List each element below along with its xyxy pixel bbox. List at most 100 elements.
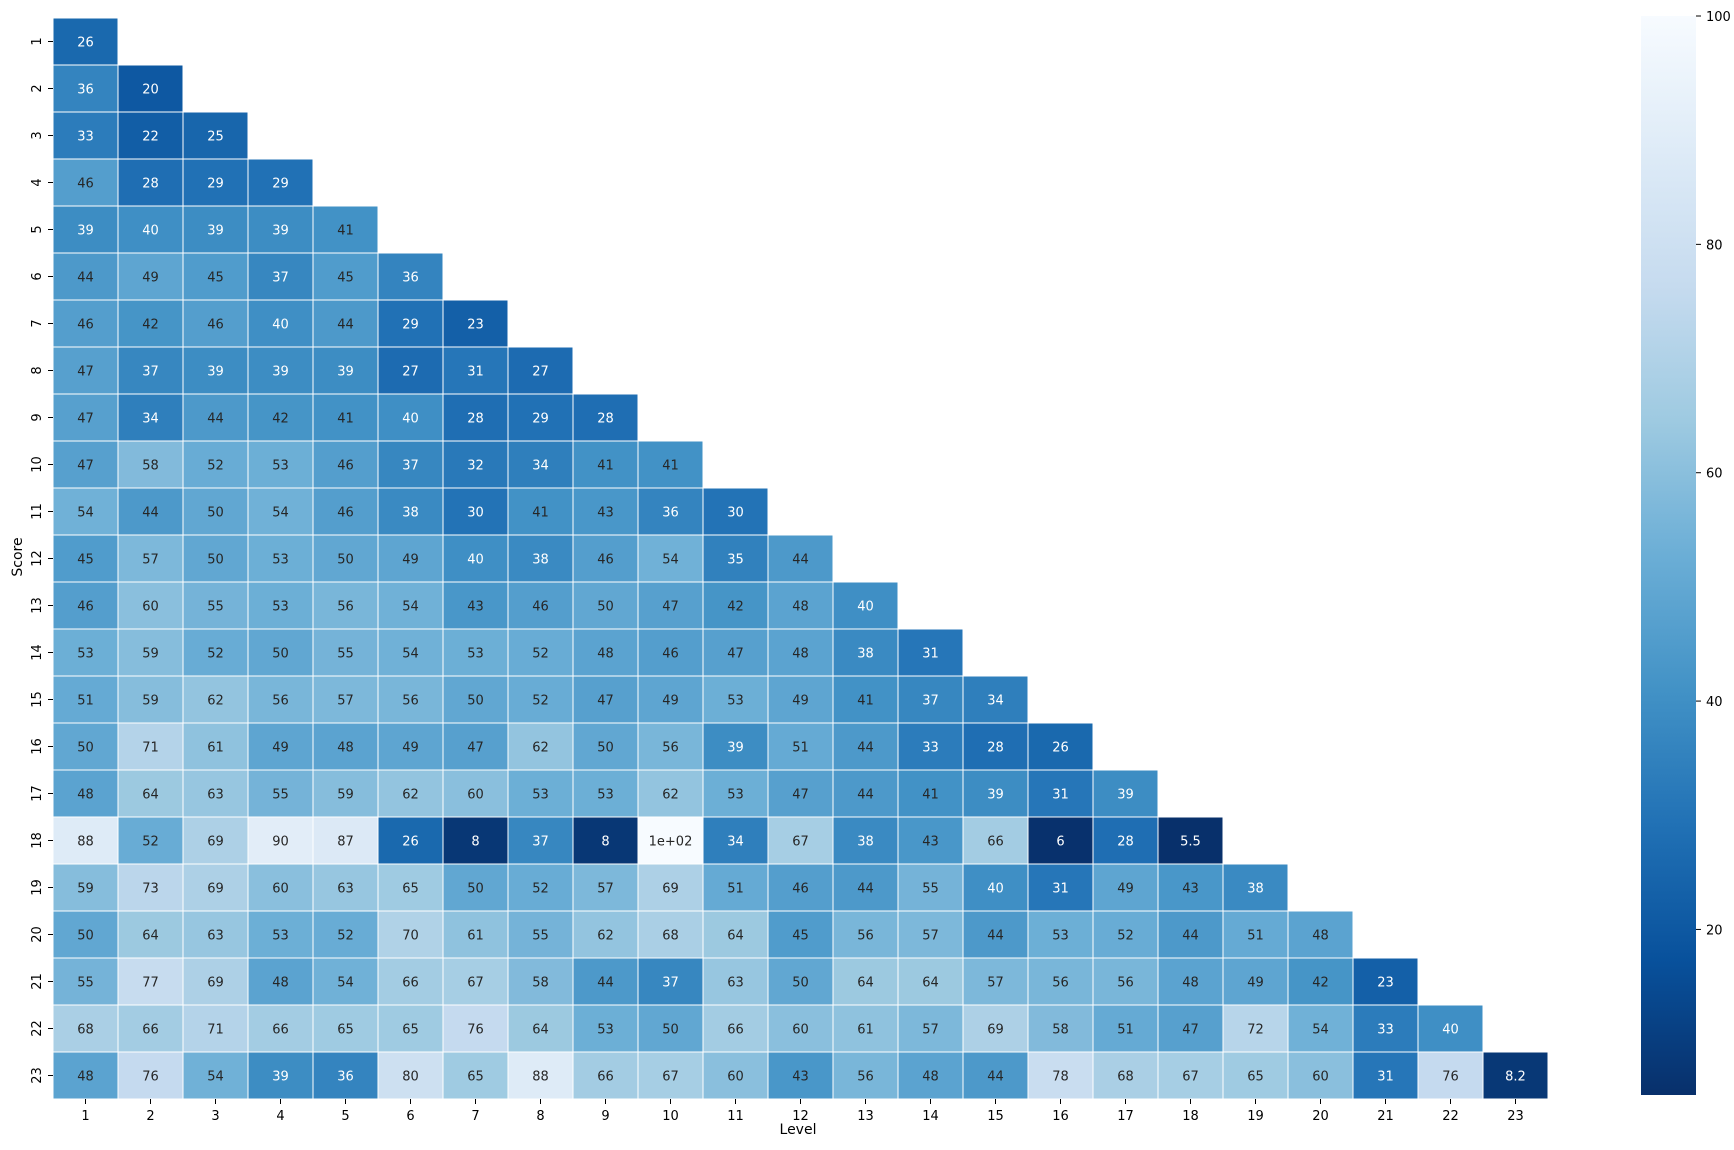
- cell-value-label: 48: [272, 976, 289, 991]
- heatmap-cell: [572, 722, 639, 771]
- cell-value-label: 55: [207, 600, 224, 615]
- heatmap-cell: [637, 769, 704, 818]
- cell-value-label: 63: [337, 882, 354, 897]
- x-tick-label: 17: [1117, 1109, 1134, 1124]
- cell-value-label: 44: [207, 412, 224, 427]
- x-tick-label: 19: [1247, 1109, 1264, 1124]
- y-tick-label: 2: [30, 84, 45, 92]
- heatmap-cell: [1092, 910, 1159, 959]
- heatmap-cell: [442, 722, 509, 771]
- cell-value-label: 1e+02: [649, 835, 693, 850]
- cell-value-label: 51: [1247, 929, 1264, 944]
- cell-value-label: 38: [402, 506, 419, 521]
- cell-value-label: 39: [1117, 788, 1134, 803]
- cell-value-label: 34: [987, 694, 1004, 709]
- cell-value-label: 41: [532, 506, 549, 521]
- cell-value-label: 39: [272, 1070, 289, 1085]
- heatmap-cell: [52, 346, 119, 395]
- heatmap-cell: [377, 957, 444, 1006]
- cell-value-label: 59: [337, 788, 354, 803]
- cell-value-label: 32: [467, 459, 484, 474]
- heatmap-cell: [767, 628, 834, 677]
- heatmap-cell: [377, 1004, 444, 1053]
- heatmap-cell: [182, 816, 249, 865]
- heatmap-cell: [247, 581, 314, 630]
- heatmap-cell: [377, 487, 444, 536]
- cell-value-label: 44: [987, 1070, 1004, 1085]
- cell-value-label: 50: [272, 647, 289, 662]
- cell-value-label: 28: [142, 177, 159, 192]
- x-tick-label: 6: [406, 1109, 414, 1124]
- heatmap-cell: [442, 534, 509, 583]
- cell-value-label: 58: [142, 459, 159, 474]
- y-tick-label: 11: [30, 503, 45, 520]
- cell-value-label: 64: [922, 976, 939, 991]
- heatmap-cell: [52, 816, 119, 865]
- heatmap-cell: [1027, 1051, 1094, 1100]
- cell-value-label: 66: [987, 835, 1004, 850]
- heatmap-cell: [832, 816, 899, 865]
- x-tick-label: 2: [146, 1109, 154, 1124]
- cell-value-label: 41: [337, 224, 354, 239]
- cell-value-label: 66: [727, 1023, 744, 1038]
- cell-value-label: 57: [922, 929, 939, 944]
- heatmap-cell: [572, 910, 639, 959]
- heatmap-cell: [767, 863, 834, 912]
- heatmap-cell: [52, 581, 119, 630]
- cell-value-label: 76: [467, 1023, 484, 1038]
- heatmap-cell: [377, 299, 444, 348]
- cell-value-label: 40: [987, 882, 1004, 897]
- heatmap-cell: [1027, 910, 1094, 959]
- cell-value-label: 49: [1247, 976, 1264, 991]
- cell-value-label: 61: [207, 741, 224, 756]
- heatmap-cells: [52, 17, 1549, 1100]
- cell-value-label: 59: [77, 882, 94, 897]
- cell-value-label: 50: [597, 741, 614, 756]
- cell-value-label: 51: [77, 694, 94, 709]
- cell-value-label: 33: [922, 741, 939, 756]
- cell-value-label: 53: [272, 929, 289, 944]
- heatmap-cell: [377, 581, 444, 630]
- cell-value-label: 28: [987, 741, 1004, 756]
- cell-value-label: 65: [402, 882, 419, 897]
- cell-value-label: 52: [142, 835, 159, 850]
- heatmap-cell: [247, 628, 314, 677]
- heatmap-cell: [182, 628, 249, 677]
- y-tick-label: 20: [30, 926, 45, 943]
- cell-value-label: 52: [532, 647, 549, 662]
- heatmap-cell: [832, 1051, 899, 1100]
- cell-value-label: 44: [1182, 929, 1199, 944]
- cell-value-label: 73: [142, 882, 159, 897]
- cell-value-label: 54: [402, 600, 419, 615]
- cell-value-label: 65: [1247, 1070, 1264, 1085]
- y-tick-label: 23: [30, 1067, 45, 1084]
- y-tick-label: 10: [30, 456, 45, 473]
- cell-value-label: 53: [597, 788, 614, 803]
- cell-value-label: 43: [792, 1070, 809, 1085]
- heatmap-cell: [52, 299, 119, 348]
- heatmap-cell: [182, 440, 249, 489]
- heatmap-cell: [1092, 957, 1159, 1006]
- cell-value-label: 54: [272, 506, 289, 521]
- x-axis-title: Level: [780, 1122, 817, 1138]
- cell-value-label: 48: [792, 647, 809, 662]
- cell-value-label: 8: [471, 835, 479, 850]
- cell-value-label: 48: [792, 600, 809, 615]
- x-tick-label: 11: [727, 1109, 744, 1124]
- heatmap-cell: [832, 628, 899, 677]
- cell-value-label: 55: [77, 976, 94, 991]
- cell-value-label: 66: [402, 976, 419, 991]
- heatmap-cell: [247, 1051, 314, 1100]
- heatmap-cell: [507, 346, 574, 395]
- heatmap-cell: [507, 722, 574, 771]
- heatmap-cell: [702, 534, 769, 583]
- cell-value-label: 29: [207, 177, 224, 192]
- heatmap-cell: [377, 722, 444, 771]
- heatmap-cell: [117, 299, 184, 348]
- heatmap-cell: [962, 1004, 1029, 1053]
- cell-value-label: 50: [77, 741, 94, 756]
- cell-value-label: 64: [857, 976, 874, 991]
- heatmap-cell: [182, 111, 249, 160]
- x-tick-label: 1: [81, 1109, 89, 1124]
- heatmap-cell: [117, 722, 184, 771]
